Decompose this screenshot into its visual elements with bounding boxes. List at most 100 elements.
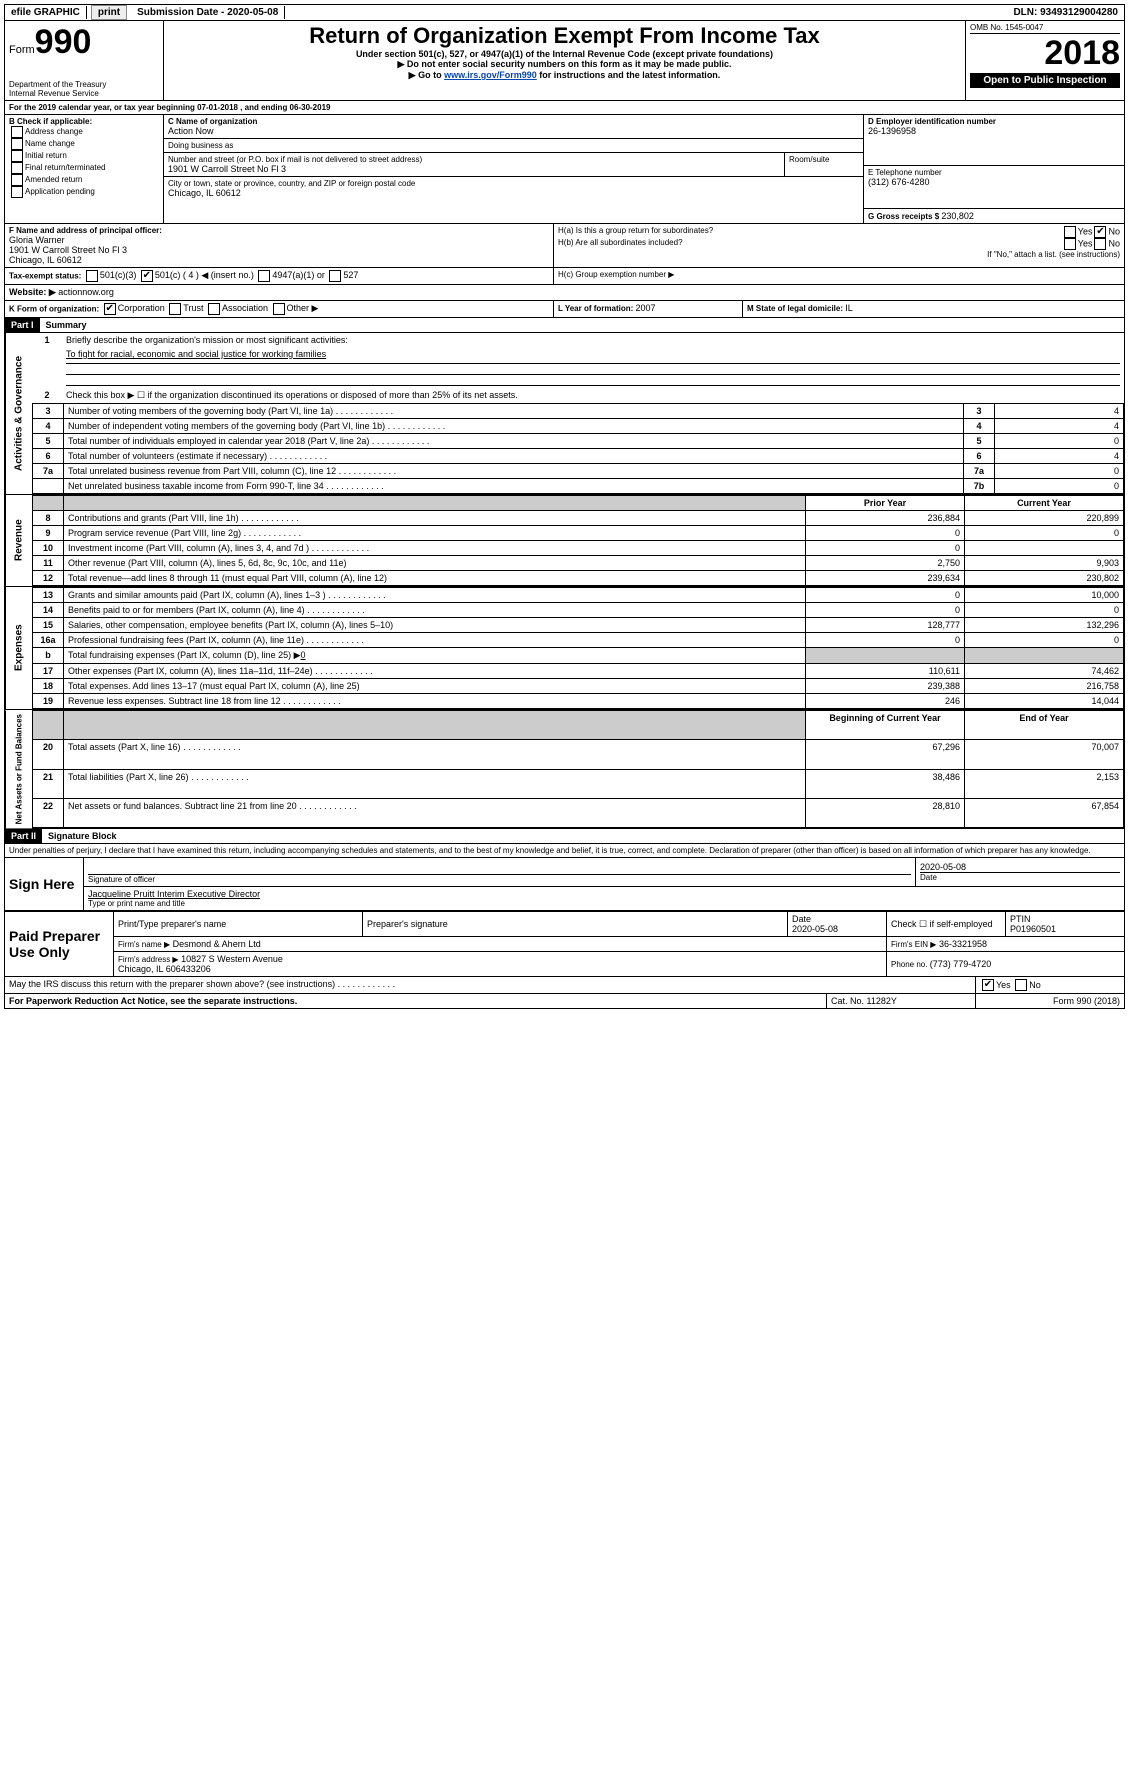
- col-prior: Prior Year: [806, 496, 965, 511]
- col-boy: Beginning of Current Year: [806, 711, 965, 740]
- hb-yes[interactable]: Yes: [1062, 238, 1093, 250]
- line20-row: 20Total assets (Part X, line 16)67,29670…: [33, 740, 1124, 769]
- state-domicile: IL: [845, 303, 853, 313]
- footer-row: For Paperwork Reduction Act Notice, see …: [4, 994, 1125, 1009]
- phone-value: (312) 676-4280: [868, 177, 1120, 187]
- i-501c3[interactable]: 501(c)(3): [84, 270, 137, 280]
- hc-label: H(c) Group exemption number ▶: [554, 268, 1124, 284]
- year-formation: 2007: [636, 303, 656, 313]
- check-amended[interactable]: Amended return: [9, 174, 159, 186]
- side-activities-governance: Activities & Governance: [5, 333, 32, 494]
- side-netassets: Net Assets or Fund Balances: [5, 710, 32, 828]
- city-label: City or town, state or province, country…: [168, 179, 859, 188]
- form-title: Return of Organization Exempt From Incom…: [168, 23, 961, 49]
- instructions-link[interactable]: www.irs.gov/Form990: [444, 70, 537, 80]
- subtitle-3: ▶ Go to www.irs.gov/Form990 for instruct…: [168, 70, 961, 81]
- k-assoc[interactable]: Association: [206, 303, 268, 313]
- i-4947[interactable]: 4947(a)(1) or: [256, 270, 325, 280]
- prep-sig-label: Preparer's signature: [363, 912, 788, 937]
- open-inspection: Open to Public Inspection: [970, 73, 1120, 88]
- line4-row: 4Number of independent voting members of…: [33, 419, 1124, 434]
- form-header: Form990 Department of the Treasury Inter…: [4, 21, 1125, 101]
- top-bar: efile GRAPHIC print Submission Date - 20…: [4, 4, 1125, 21]
- officer-printed-name: Jacqueline Pruitt Interim Executive Dire…: [88, 889, 1120, 899]
- firm-name-label: Firm's name ▶: [118, 940, 170, 949]
- check-address-change[interactable]: Address change: [9, 126, 159, 138]
- city-state-zip: Chicago, IL 60612: [168, 188, 859, 198]
- omb-number: OMB No. 1545-0047: [970, 23, 1120, 34]
- dba-label: Doing business as: [168, 141, 859, 150]
- line7a-row: 7aTotal unrelated business revenue from …: [33, 464, 1124, 479]
- check-name-change[interactable]: Name change: [9, 138, 159, 150]
- line10-row: 10Investment income (Part VIII, column (…: [33, 541, 1124, 556]
- c-name-label: C Name of organization: [168, 117, 859, 126]
- firm-phone: (773) 779-4720: [930, 959, 992, 969]
- i-501c[interactable]: ✔501(c) ( 4 ) ◀ (insert no.): [139, 270, 254, 280]
- officer-block: F Name and address of principal officer:…: [4, 224, 1125, 268]
- line12-row: 12Total revenue—add lines 8 through 11 (…: [33, 571, 1124, 586]
- sign-here-label: Sign Here: [5, 858, 84, 911]
- check-initial-return[interactable]: Initial return: [9, 150, 159, 162]
- ha-yes[interactable]: Yes: [1062, 226, 1093, 238]
- ein-value: 26-1396958: [868, 126, 1120, 136]
- discuss-row: May the IRS discuss this return with the…: [4, 977, 1125, 994]
- ha-no[interactable]: ✔No: [1092, 226, 1120, 238]
- prep-date-label: Date: [792, 914, 811, 924]
- j-label: Website: ▶: [9, 287, 56, 297]
- perjury-declaration: Under penalties of perjury, I declare th…: [4, 844, 1125, 858]
- subtitle-1: Under section 501(c), 527, or 4947(a)(1)…: [168, 49, 961, 59]
- line21-row: 21Total liabilities (Part X, line 26)38,…: [33, 769, 1124, 798]
- summary-section: Activities & Governance 1Briefly describ…: [4, 333, 1125, 495]
- website-row: Website: ▶ actionnow.org: [4, 285, 1125, 301]
- line2-text: Check this box ▶ ☐ if the organization d…: [62, 388, 1124, 403]
- netassets-section: Net Assets or Fund Balances Beginning of…: [4, 710, 1125, 829]
- prep-name-label: Print/Type preparer's name: [114, 912, 363, 937]
- check-final-return[interactable]: Final return/terminated: [9, 162, 159, 174]
- i-label: Tax-exempt status:: [9, 271, 81, 280]
- i-527[interactable]: 527: [327, 270, 358, 280]
- check-application-pending[interactable]: Application pending: [9, 186, 159, 198]
- street-address: 1901 W Carroll Street No Fl 3: [168, 164, 780, 174]
- website-value: actionnow.org: [58, 287, 114, 297]
- line8-row: 8Contributions and grants (Part VIII, li…: [33, 511, 1124, 526]
- line7b-row: Net unrelated business taxable income fr…: [33, 479, 1124, 494]
- section-b-header: B Check if applicable:: [9, 117, 159, 126]
- revenue-section: Revenue Prior YearCurrent Year 8Contribu…: [4, 495, 1125, 587]
- line9-row: 9Program service revenue (Part VIII, lin…: [33, 526, 1124, 541]
- printed-name-label: Type or print name and title: [88, 899, 1120, 908]
- k-other[interactable]: Other ▶: [271, 303, 319, 313]
- submission-date: Submission Date - 2020-05-08: [131, 6, 285, 19]
- g-receipts-label: G Gross receipts $: [868, 212, 941, 221]
- m-label: M State of legal domicile:: [747, 304, 845, 313]
- paid-preparer-label: Paid Preparer Use Only: [5, 912, 114, 977]
- line16a-row: 16aProfessional fundraising fees (Part I…: [33, 633, 1124, 648]
- firm-addr-label: Firm's address ▶: [118, 955, 179, 964]
- addr-label: Number and street (or P.O. box if mail i…: [168, 155, 780, 164]
- discuss-no[interactable]: No: [1013, 980, 1041, 990]
- expenses-section: Expenses 13Grants and similar amounts pa…: [4, 587, 1125, 710]
- mission-text: To fight for racial, economic and social…: [62, 347, 1124, 361]
- form-number: Form990: [9, 23, 159, 62]
- side-expenses: Expenses: [5, 587, 32, 709]
- sign-date-label: Date: [920, 873, 1120, 882]
- hb-no[interactable]: No: [1092, 238, 1120, 250]
- col-eoy: End of Year: [965, 711, 1124, 740]
- line17-row: 17Other expenses (Part IX, column (A), l…: [33, 664, 1124, 679]
- prep-date: 2020-05-08: [792, 924, 838, 934]
- print-button[interactable]: print: [91, 5, 127, 20]
- efile-label: efile GRAPHIC: [5, 6, 87, 19]
- firm-phone-label: Phone no.: [891, 960, 930, 969]
- prep-self-employed[interactable]: Check ☐ if self-employed: [887, 912, 1006, 937]
- line16b-row: bTotal fundraising expenses (Part IX, co…: [33, 648, 1124, 664]
- k-trust[interactable]: Trust: [167, 303, 203, 313]
- klm-row: K Form of organization: ✔Corporation Tru…: [4, 301, 1125, 318]
- line1-label: Briefly describe the organization's miss…: [62, 333, 1124, 347]
- line13-row: 13Grants and similar amounts paid (Part …: [33, 588, 1124, 603]
- officer-name: Gloria Warner: [9, 235, 549, 245]
- d-ein-label: D Employer identification number: [868, 117, 1120, 126]
- discuss-yes[interactable]: ✔Yes: [980, 980, 1011, 990]
- dept-label: Department of the Treasury Internal Reve…: [9, 80, 159, 98]
- k-corp[interactable]: ✔Corporation: [102, 303, 165, 313]
- side-revenue: Revenue: [5, 495, 32, 586]
- line-a: For the 2019 calendar year, or tax year …: [4, 101, 1125, 115]
